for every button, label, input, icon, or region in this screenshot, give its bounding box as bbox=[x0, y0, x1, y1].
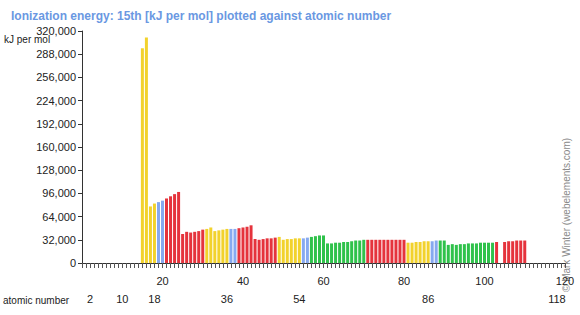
svg-text:86: 86 bbox=[422, 293, 434, 305]
svg-text:atomic number: atomic number bbox=[3, 295, 70, 306]
svg-text:64,000: 64,000 bbox=[42, 211, 76, 223]
svg-text:288,000: 288,000 bbox=[36, 48, 76, 60]
svg-text:32,000: 32,000 bbox=[42, 234, 76, 246]
svg-text:kJ per mol: kJ per mol bbox=[4, 33, 51, 45]
svg-text:40: 40 bbox=[237, 275, 249, 287]
svg-text:224,000: 224,000 bbox=[36, 95, 76, 107]
svg-text:Ionization energy: 15th [kJ pe: Ionization energy: 15th [kJ per mol] plo… bbox=[11, 9, 391, 23]
svg-text:© Mark Winter (webelements.com: © Mark Winter (webelements.com) bbox=[561, 138, 572, 292]
svg-text:256,000: 256,000 bbox=[36, 71, 76, 83]
svg-text:80: 80 bbox=[398, 275, 410, 287]
svg-text:96,000: 96,000 bbox=[42, 187, 76, 199]
svg-text:10: 10 bbox=[116, 293, 128, 305]
svg-text:118: 118 bbox=[548, 293, 566, 305]
svg-text:2: 2 bbox=[87, 293, 93, 305]
svg-text:54: 54 bbox=[293, 293, 305, 305]
svg-text:320,000: 320,000 bbox=[36, 25, 76, 37]
svg-text:18: 18 bbox=[148, 293, 160, 305]
svg-text:20: 20 bbox=[156, 275, 168, 287]
svg-text:160,000: 160,000 bbox=[36, 141, 76, 153]
svg-text:60: 60 bbox=[317, 275, 329, 287]
svg-text:100: 100 bbox=[475, 275, 493, 287]
svg-text:0: 0 bbox=[70, 257, 76, 269]
svg-text:192,000: 192,000 bbox=[36, 118, 76, 130]
svg-text:128,000: 128,000 bbox=[36, 164, 76, 176]
svg-text:36: 36 bbox=[221, 293, 233, 305]
svg-text:120: 120 bbox=[556, 275, 574, 287]
